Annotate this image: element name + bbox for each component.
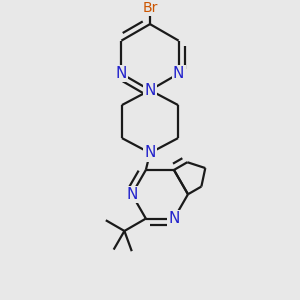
Text: N: N xyxy=(144,146,156,160)
Text: N: N xyxy=(126,187,137,202)
Text: N: N xyxy=(144,83,156,98)
Text: Br: Br xyxy=(142,1,158,15)
Text: N: N xyxy=(168,211,180,226)
Text: N: N xyxy=(116,66,127,81)
Text: N: N xyxy=(173,66,184,81)
